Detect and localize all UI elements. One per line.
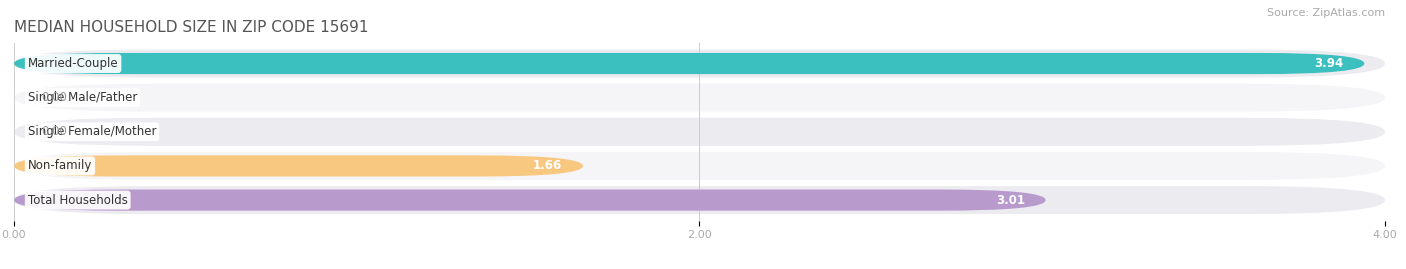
Text: 3.94: 3.94 bbox=[1315, 57, 1344, 70]
FancyBboxPatch shape bbox=[14, 186, 1385, 214]
Text: Single Female/Mother: Single Female/Mother bbox=[28, 125, 156, 138]
Text: 1.66: 1.66 bbox=[533, 160, 562, 172]
FancyBboxPatch shape bbox=[14, 53, 1364, 74]
FancyBboxPatch shape bbox=[14, 118, 1385, 146]
FancyBboxPatch shape bbox=[14, 49, 1385, 77]
Text: MEDIAN HOUSEHOLD SIZE IN ZIP CODE 15691: MEDIAN HOUSEHOLD SIZE IN ZIP CODE 15691 bbox=[14, 20, 368, 35]
Text: Married-Couple: Married-Couple bbox=[28, 57, 118, 70]
FancyBboxPatch shape bbox=[14, 189, 1046, 211]
FancyBboxPatch shape bbox=[14, 84, 1385, 112]
Text: Single Male/Father: Single Male/Father bbox=[28, 91, 138, 104]
Text: Non-family: Non-family bbox=[28, 160, 93, 172]
Text: 0.00: 0.00 bbox=[42, 91, 67, 104]
FancyBboxPatch shape bbox=[14, 152, 1385, 180]
Text: 3.01: 3.01 bbox=[995, 194, 1025, 207]
Text: Total Households: Total Households bbox=[28, 194, 128, 207]
FancyBboxPatch shape bbox=[14, 155, 583, 176]
Text: 0.00: 0.00 bbox=[42, 125, 67, 138]
Text: Source: ZipAtlas.com: Source: ZipAtlas.com bbox=[1267, 8, 1385, 18]
